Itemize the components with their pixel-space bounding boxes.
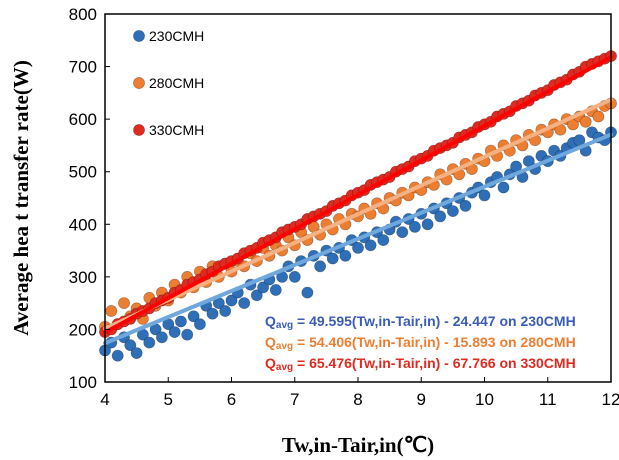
point-230CMH-38 <box>339 249 352 262</box>
point-230CMH-40 <box>352 241 364 254</box>
point-230CMH-34 <box>314 260 326 273</box>
point-230CMH-7 <box>143 336 156 349</box>
y-tick-label-100: 100 <box>69 373 97 392</box>
y-axis-title: Average hea t transfer rate(W) <box>9 60 33 336</box>
legend-label-330CMH: 330CMH <box>149 122 204 138</box>
point-230CMH-5 <box>130 347 143 359</box>
point-230CMH-20 <box>225 294 238 307</box>
point-230CMH-12 <box>174 315 187 328</box>
point-230CMH-2 <box>111 349 124 362</box>
point-230CMH-15 <box>193 318 206 331</box>
legend-marker-280CMH <box>133 77 145 89</box>
point-230CMH-51 <box>421 218 434 231</box>
point-230CMH-4 <box>124 339 137 352</box>
x-axis-title: Tw,in-Tair,in(℃) <box>282 433 434 457</box>
trendline-330CMH <box>103 55 613 335</box>
x-tick-label-9: 9 <box>417 390 426 409</box>
y-tick-label-800: 800 <box>69 5 97 24</box>
x-tick-label-5: 5 <box>164 390 173 409</box>
x-tick-label-11: 11 <box>539 390 557 409</box>
legend: 230CMH 280CMH 330CMH <box>133 28 204 138</box>
y-tick-label-200: 200 <box>69 320 97 339</box>
point-280CMH-78 <box>592 110 605 123</box>
x-tick-label-4: 4 <box>100 390 109 409</box>
point-230CMH-30 <box>288 270 301 283</box>
equation-annotations: Qavg = 49.595(Tw,in-Tair,in) - 24.447 on… <box>265 313 576 373</box>
trendline-280CMH <box>103 97 613 331</box>
x-tick-label-12: 12 <box>602 390 619 409</box>
ticks-layer: 4 5 6 7 8 9 10 11 12 100 200 300 400 500 600 700 800 <box>69 5 619 409</box>
x-tick-label-7: 7 <box>290 390 299 409</box>
legend-label-230CMH: 230CMH <box>149 28 204 44</box>
point-230CMH-22 <box>238 297 251 309</box>
y-tick-label-600: 600 <box>69 110 97 129</box>
x-tick-label-8: 8 <box>353 390 362 409</box>
point-230CMH-11 <box>168 326 181 338</box>
point-230CMH-27 <box>269 284 282 296</box>
point-230CMH-63 <box>497 181 510 194</box>
legend-label-280CMH: 280CMH <box>149 75 204 91</box>
point-230CMH-49 <box>408 220 421 233</box>
trendlines-layer <box>103 55 613 346</box>
equation-2: Qavg = 54.406(Tw,in-Tair,in) - 15.893 on… <box>265 334 576 352</box>
point-230CMH-17 <box>206 307 219 320</box>
point-230CMH-25 <box>257 281 269 294</box>
x-tick-label-6: 6 <box>227 390 236 409</box>
y-tick-label-300: 300 <box>69 268 97 287</box>
point-230CMH-9 <box>155 331 168 344</box>
point-230CMH-57 <box>459 199 472 212</box>
point-230CMH-60 <box>478 189 491 202</box>
point-230CMH-19 <box>219 305 232 317</box>
equation-3: Qavg = 65.476(Tw,in-Tair,in) - 67.766 on… <box>265 355 576 373</box>
point-230CMH-55 <box>446 205 459 217</box>
trendline-230CMH <box>103 132 613 346</box>
point-230CMH-47 <box>396 226 409 239</box>
point-230CMH-36 <box>326 252 339 265</box>
y-tick-label-700: 700 <box>69 58 97 77</box>
point-230CMH-44 <box>377 234 390 246</box>
x-tick-label-10: 10 <box>475 390 494 409</box>
y-tick-label-400: 400 <box>69 215 97 234</box>
point-230CMH-53 <box>434 210 447 223</box>
y-tick-label-500: 500 <box>69 163 97 182</box>
point-280CMH-3 <box>118 297 130 309</box>
legend-marker-330CMH <box>133 124 145 136</box>
point-230CMH-32 <box>301 286 314 299</box>
legend-marker-230CMH <box>133 30 145 42</box>
point-230CMH-42 <box>364 239 377 252</box>
equation-1: Qavg = 49.595(Tw,in-Tair,in) - 24.447 on… <box>265 313 576 331</box>
point-230CMH-24 <box>250 289 263 302</box>
point-280CMH-1 <box>105 305 118 317</box>
point-230CMH-14 <box>187 310 200 323</box>
point-280CMH-76 <box>579 115 592 128</box>
point-230CMH-13 <box>181 328 194 341</box>
